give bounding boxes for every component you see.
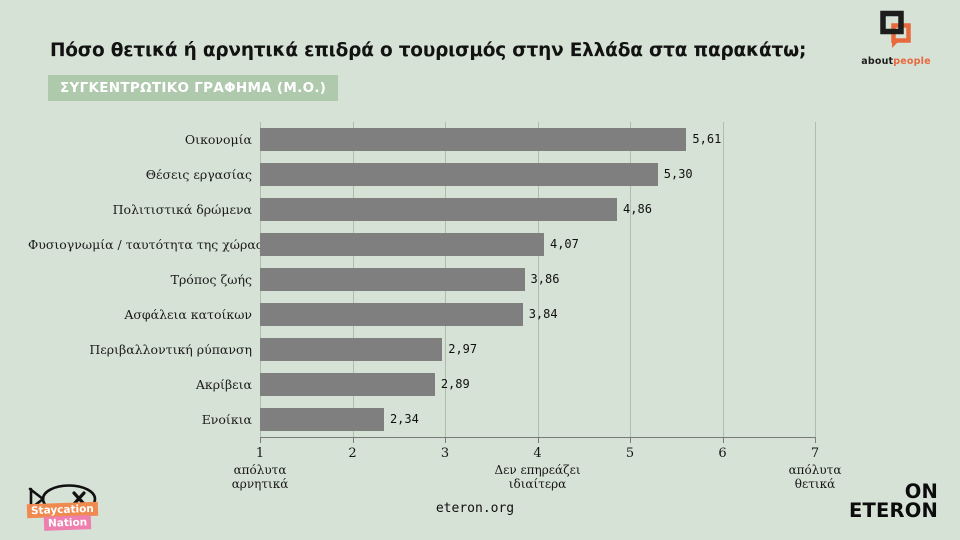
page-title: Πόσο θετικά ή αρνητικά επιδρά ο τουρισμό… [50,40,807,61]
category-label: Οικονομία [184,132,252,147]
value-label: 5,30 [663,167,693,181]
bar [260,128,687,151]
gridline [630,122,631,437]
bar [260,163,658,186]
bar [260,268,525,291]
value-label: 5,61 [692,132,722,146]
bar [260,408,384,431]
value-label: 2,89 [440,377,470,391]
value-label: 3,86 [530,272,560,286]
axis-tick-label: 5 [625,446,635,461]
aboutpeople-logo: aboutpeople [848,10,944,67]
bar-row: Θέσεις εργασίας 5,30 [146,157,815,192]
axis-tick [260,437,261,443]
axis-tick-label: 7 [810,446,820,461]
axis-tick-label: 3 [440,446,450,461]
eteron-logo-line1: ON [904,480,938,503]
bar [260,373,435,396]
bar-row: Πολιτιστικά δρώμενα 4,86 [113,192,815,227]
category-label: Ενοίκια [201,412,252,427]
nation-label: Nation [43,515,92,531]
bar-row: Ακρίβεια 2,89 [196,367,815,402]
gridline [815,122,816,437]
website-link[interactable]: eteron.org [435,501,515,516]
value-label: 4,86 [623,202,652,216]
category-label: Ασφάλεια κατοίκων [124,307,252,322]
bar [260,198,618,221]
category-label: Φυσιογνωμία / ταυτότητα της χώρας [28,237,263,252]
axis-tick [445,437,446,443]
eteron-logo-line2: ETERON [848,498,938,522]
axis-tick-label: 1 [255,446,265,461]
x-axis-line [260,437,816,438]
aboutpeople-icon [878,10,914,54]
bar-row: Περιβαλλοντική ρύπανση 2,97 [89,332,815,367]
gridline [722,122,724,437]
category-label: Θέσεις εργασίας [145,167,252,182]
axis-tick [815,437,816,443]
value-label: 2,97 [448,342,478,356]
chart-subtitle-badge: ΣΥΓΚΕΝΤΡΩΤΙΚΟ ΓΡΑΦΗΜΑ (Μ.Ο.) [48,75,339,101]
plot-area: 1 2 3 4 5 6 7 απόλυτα αρνητικά Δεν επηρεάζει ιδιαί… [28,122,841,491]
axis-tick [630,437,631,443]
axis-annotation: Δεν επηρεάζει ιδιαίτερα [494,463,581,492]
value-label: 4,07 [549,237,579,251]
axis-annotation: απόλυτα θετικά [788,463,842,492]
bar-row: Ασφάλεια κατοίκων 3,84 [124,297,815,332]
axis-annotation: απόλυτα αρνητικά [231,463,289,492]
value-label: 3,84 [528,307,558,321]
bar-row: Οικονομία 5,61 [185,122,815,157]
bar [260,303,523,326]
category-label: Πολιτιστικά δρώμενα [112,202,252,217]
axis-tick-label: 2 [348,446,357,461]
axis-tick [537,437,539,443]
axis-tick-label: 4 [533,446,542,461]
gridline [537,122,539,437]
eteron-logo: ON ETERON [848,480,938,522]
staycation-nation-logo: Staycation Nation [26,484,116,536]
aboutpeople-wordmark: aboutpeople [861,56,931,67]
bar [260,233,544,256]
category-label: Τρόπος ζωής [170,272,252,287]
bar-row: Τρόπος ζωής 3,86 [171,262,815,297]
axis-tick-label: 6 [718,446,727,461]
bar-row: Φυσιογνωμία / ταυτότητα της χώρας 4,07 [28,227,815,262]
axis-tick [352,437,354,443]
value-label: 2,34 [389,412,419,426]
category-label: Ακρίβεια [195,377,252,392]
bar-row: Ενοίκια 2,34 [202,402,815,437]
axis-tick [722,437,724,443]
category-label: Περιβαλλοντική ρύπανση [89,342,252,357]
bar [260,338,443,361]
